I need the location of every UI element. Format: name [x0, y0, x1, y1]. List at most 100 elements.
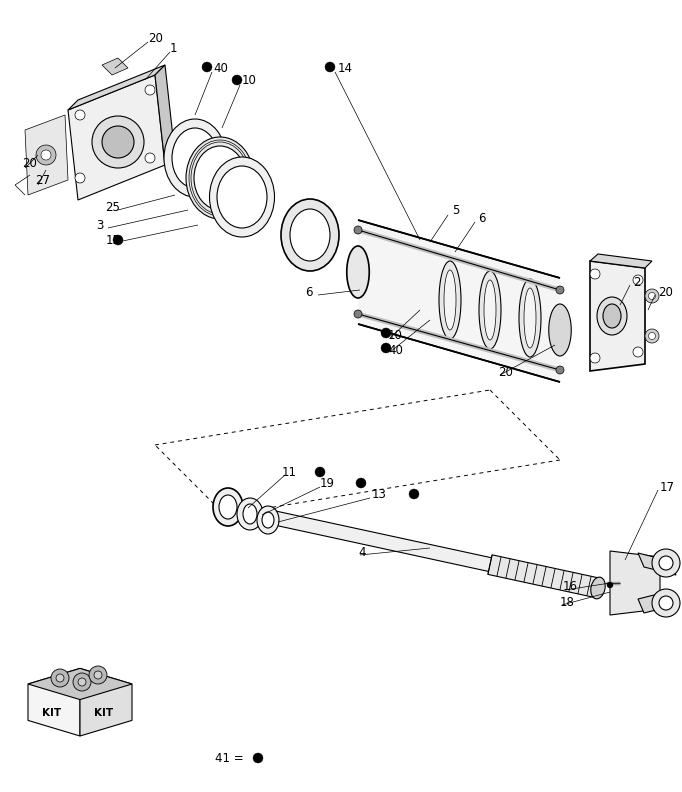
- Circle shape: [73, 673, 91, 691]
- Circle shape: [649, 333, 655, 340]
- Text: 4: 4: [358, 546, 366, 558]
- Ellipse shape: [591, 577, 605, 599]
- Ellipse shape: [172, 128, 218, 188]
- Text: 10: 10: [242, 74, 257, 86]
- Polygon shape: [358, 220, 560, 382]
- Ellipse shape: [213, 488, 243, 526]
- Text: 11: 11: [282, 466, 297, 478]
- Polygon shape: [638, 553, 676, 575]
- Circle shape: [232, 75, 242, 85]
- Circle shape: [381, 328, 391, 338]
- Ellipse shape: [257, 506, 279, 534]
- Circle shape: [354, 310, 362, 318]
- Ellipse shape: [164, 119, 226, 197]
- Circle shape: [94, 671, 102, 679]
- Circle shape: [315, 467, 325, 477]
- Circle shape: [202, 62, 212, 72]
- Polygon shape: [237, 503, 599, 595]
- Circle shape: [645, 289, 659, 303]
- Text: 41 =: 41 =: [215, 752, 243, 764]
- Circle shape: [41, 150, 51, 160]
- Polygon shape: [488, 555, 600, 598]
- Circle shape: [75, 173, 85, 183]
- Circle shape: [409, 489, 419, 499]
- Polygon shape: [590, 254, 652, 268]
- Circle shape: [556, 286, 564, 294]
- Circle shape: [659, 556, 673, 570]
- Text: 19: 19: [320, 477, 335, 489]
- Ellipse shape: [281, 199, 339, 271]
- Text: 2: 2: [633, 276, 640, 288]
- Circle shape: [145, 153, 155, 163]
- Ellipse shape: [217, 166, 267, 228]
- Circle shape: [649, 292, 655, 299]
- Text: 25: 25: [105, 200, 120, 214]
- Text: 20: 20: [658, 285, 673, 299]
- Text: 27: 27: [35, 173, 50, 186]
- Circle shape: [145, 85, 155, 95]
- Ellipse shape: [102, 126, 134, 158]
- Text: 20: 20: [498, 365, 513, 379]
- Ellipse shape: [603, 304, 621, 328]
- Circle shape: [645, 329, 659, 343]
- Text: 17: 17: [660, 481, 675, 493]
- Circle shape: [32, 139, 44, 151]
- Circle shape: [78, 678, 86, 686]
- Circle shape: [556, 366, 564, 374]
- Text: KIT: KIT: [42, 707, 61, 718]
- Ellipse shape: [346, 246, 369, 298]
- Circle shape: [652, 549, 680, 577]
- Ellipse shape: [243, 504, 257, 524]
- Polygon shape: [28, 668, 80, 736]
- Text: 20: 20: [22, 157, 37, 169]
- Text: 20: 20: [148, 32, 163, 44]
- Text: 14: 14: [338, 62, 353, 74]
- Circle shape: [253, 753, 263, 763]
- Circle shape: [381, 343, 391, 353]
- Circle shape: [590, 353, 600, 363]
- Polygon shape: [155, 65, 175, 165]
- Ellipse shape: [519, 279, 541, 357]
- Circle shape: [356, 478, 366, 488]
- Circle shape: [354, 226, 362, 234]
- Circle shape: [325, 62, 335, 72]
- Ellipse shape: [219, 495, 237, 519]
- Circle shape: [633, 347, 643, 357]
- Ellipse shape: [194, 146, 246, 210]
- Text: 18: 18: [560, 596, 575, 608]
- Ellipse shape: [92, 116, 144, 168]
- Text: 40: 40: [388, 344, 403, 356]
- Circle shape: [113, 235, 123, 245]
- Circle shape: [89, 666, 107, 684]
- Circle shape: [35, 142, 41, 148]
- Ellipse shape: [524, 288, 536, 348]
- Circle shape: [590, 269, 600, 279]
- Text: 40: 40: [213, 62, 228, 74]
- Ellipse shape: [549, 304, 572, 356]
- Ellipse shape: [597, 297, 627, 335]
- Ellipse shape: [209, 157, 274, 237]
- Circle shape: [36, 145, 56, 165]
- Text: 16: 16: [563, 581, 578, 593]
- Circle shape: [75, 110, 85, 120]
- Polygon shape: [80, 668, 132, 736]
- Text: 5: 5: [452, 204, 460, 216]
- Polygon shape: [28, 668, 132, 699]
- Polygon shape: [610, 551, 660, 615]
- Ellipse shape: [290, 209, 330, 261]
- Polygon shape: [638, 591, 676, 613]
- Text: 13: 13: [372, 488, 387, 501]
- Text: 6: 6: [305, 285, 312, 299]
- Ellipse shape: [484, 280, 496, 340]
- Circle shape: [56, 674, 64, 682]
- Circle shape: [633, 275, 643, 285]
- Text: 15: 15: [106, 234, 121, 246]
- Polygon shape: [25, 115, 68, 195]
- Circle shape: [44, 162, 56, 174]
- Text: 6: 6: [478, 211, 486, 224]
- Ellipse shape: [237, 498, 263, 530]
- Polygon shape: [590, 261, 645, 371]
- Circle shape: [47, 165, 53, 171]
- Circle shape: [607, 582, 613, 588]
- Circle shape: [51, 669, 69, 687]
